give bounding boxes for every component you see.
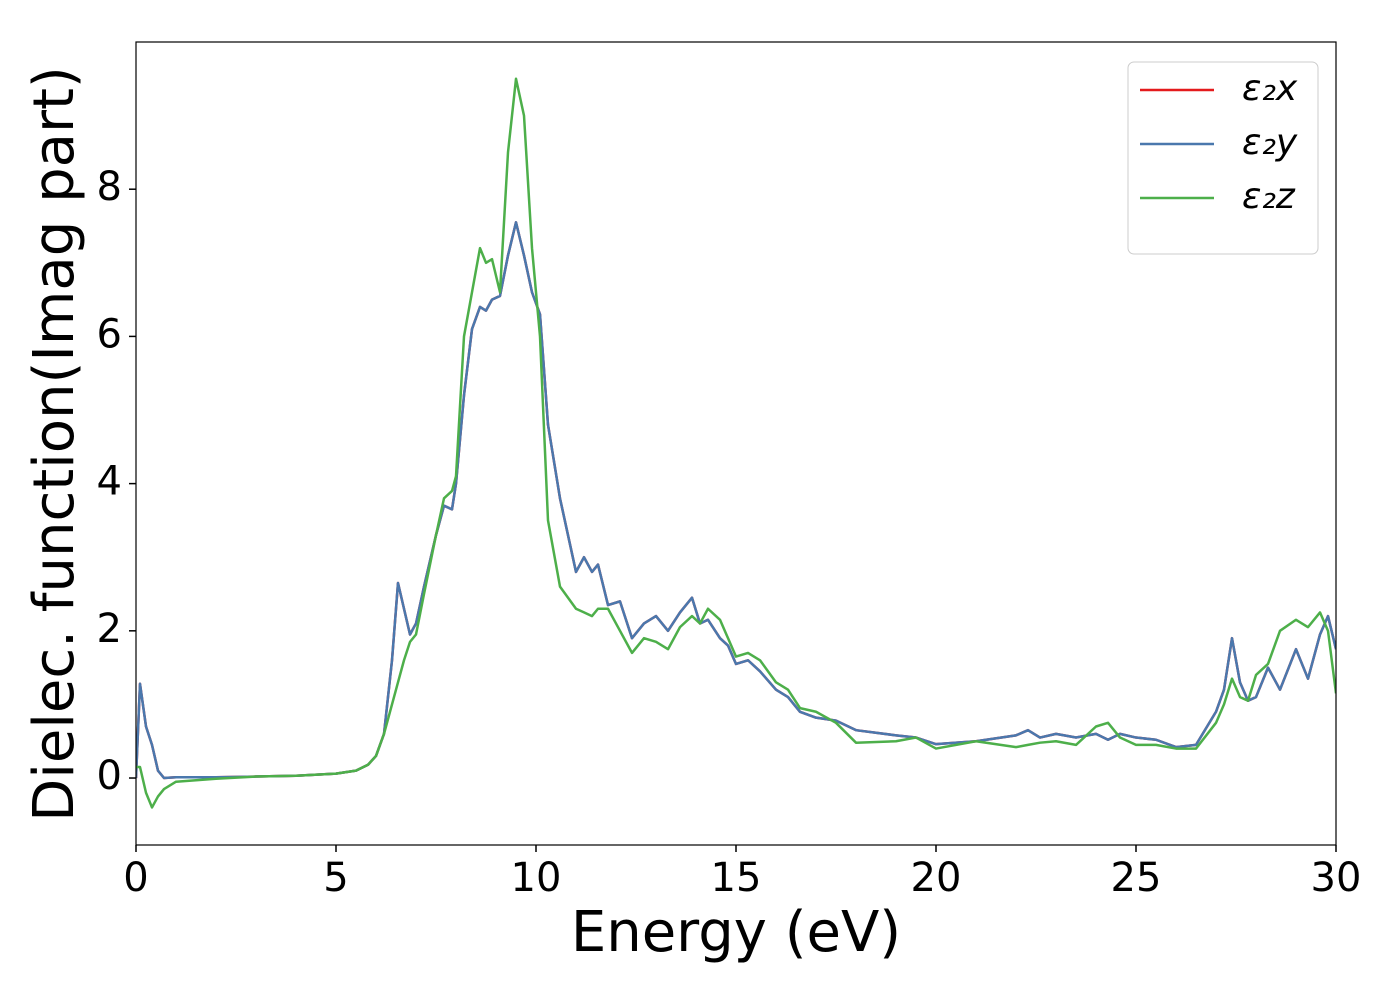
series-line	[136, 77, 1336, 809]
x-tick-label: 0	[123, 855, 148, 901]
x-axis-label: Energy (eV)	[571, 900, 901, 965]
legend-box	[1127, 61, 1319, 255]
y-tick-label: 2	[97, 606, 122, 652]
y-tick-label: 0	[97, 753, 122, 799]
x-tick-label: 25	[1111, 855, 1162, 901]
x-tick-label: 10	[511, 855, 562, 901]
x-tick-label: 5	[323, 855, 348, 901]
x-tick-label: 20	[911, 855, 962, 901]
x-tick-label: 30	[1311, 855, 1362, 901]
x-tick-label: 15	[711, 855, 762, 901]
plot-area	[136, 77, 1336, 809]
y-tick-label: 6	[97, 311, 122, 357]
plot-frame	[135, 41, 1337, 846]
y-axis-label: Dielec. function(Imag part)	[22, 66, 87, 822]
legend-label: ε₂x	[1242, 68, 1298, 109]
legend-label: ε₂y	[1242, 122, 1298, 163]
legend: ε₂x ε₂y ε₂z	[1127, 61, 1319, 255]
series-line	[136, 221, 1336, 780]
series-line	[136, 221, 1336, 780]
y-tick-label: 8	[97, 164, 122, 210]
y-tick-label: 4	[97, 459, 122, 505]
legend-label: ε₂z	[1242, 176, 1296, 217]
